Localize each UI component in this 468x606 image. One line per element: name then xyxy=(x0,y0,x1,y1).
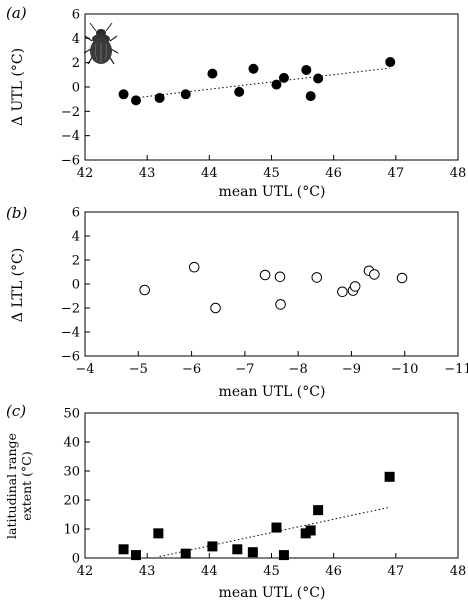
data-point xyxy=(118,89,129,100)
panel-c-ylabel-line2: extent (°C) xyxy=(19,451,34,520)
data-point xyxy=(247,547,258,558)
y-tick-label: 6 xyxy=(72,206,80,221)
data-point xyxy=(274,271,286,283)
y-tick-label: 4 xyxy=(72,32,80,47)
data-point xyxy=(385,57,396,68)
data-point xyxy=(180,548,191,559)
y-tick-label: 2 xyxy=(72,254,80,269)
data-point xyxy=(139,284,150,296)
x-tick-label: 46 xyxy=(325,564,342,579)
x-tick-label: −10 xyxy=(391,362,418,377)
x-tick-label: 42 xyxy=(77,166,94,181)
y-tick-label: 50 xyxy=(63,407,80,422)
x-tick-label: −11 xyxy=(444,362,468,377)
x-tick-label: −9 xyxy=(342,362,361,377)
y-tick-label: 0 xyxy=(72,552,80,567)
x-tick-label: 47 xyxy=(388,564,405,579)
panel-b-label: (b) xyxy=(6,204,27,222)
data-point xyxy=(349,281,361,292)
data-point xyxy=(207,541,218,552)
data-point xyxy=(259,269,271,281)
data-point xyxy=(278,550,289,561)
panel-a-label: (a) xyxy=(6,4,27,22)
y-tick-label: 6 xyxy=(72,8,80,23)
y-tick-label: 0 xyxy=(72,81,80,96)
y-tick-label: 40 xyxy=(63,436,80,451)
data-point xyxy=(154,92,165,103)
panel-a-ylabel: Δ UTL (°C) xyxy=(10,48,26,126)
panel-a-xlabel: mean UTL (°C) xyxy=(219,184,326,200)
panel-b: (b) Δ LTL (°C) mean UTL (°C) −4 −5 −6 −7 −8 −… xyxy=(6,204,468,400)
data-point xyxy=(313,505,324,516)
data-point xyxy=(384,471,395,482)
y-tick-label: 2 xyxy=(72,56,80,71)
data-point xyxy=(369,269,380,280)
y-tick-label: 30 xyxy=(63,465,80,480)
panel-c-ylabel-line1: latitudinal range xyxy=(4,433,19,539)
x-tick-label: 45 xyxy=(263,564,280,579)
data-point xyxy=(337,286,348,298)
x-tick-label: 44 xyxy=(201,166,218,181)
x-tick-label: 42 xyxy=(77,564,94,579)
trend-line xyxy=(159,506,390,558)
x-tick-label: 45 xyxy=(263,166,280,181)
y-tick-label: 10 xyxy=(63,523,80,538)
panel-a: (a) Δ UTL (°C) mean UTL (°C) 42 43 44 45 46 4… xyxy=(6,4,466,200)
panel-c-xlabel: mean UTL (°C) xyxy=(219,585,326,601)
y-tick-label: 4 xyxy=(72,230,80,245)
panel-c-frame xyxy=(84,412,459,559)
data-point xyxy=(275,299,286,310)
data-point xyxy=(271,79,282,90)
x-tick-label: 48 xyxy=(450,166,467,181)
data-point xyxy=(118,544,129,555)
panel-c: (c) latitudinal range extent (°C) mean U… xyxy=(4,402,466,601)
data-point xyxy=(271,522,282,533)
x-tick-label: 46 xyxy=(325,166,342,181)
x-tick-label: 43 xyxy=(139,564,156,579)
panel-c-label: (c) xyxy=(6,402,26,420)
panel-b-frame xyxy=(84,211,459,357)
data-point xyxy=(232,544,243,555)
beetle-icon xyxy=(83,22,119,65)
data-point xyxy=(313,73,324,84)
data-point xyxy=(210,302,221,314)
x-tick-label: −5 xyxy=(129,362,148,377)
data-point xyxy=(305,91,316,102)
x-tick-label: 48 xyxy=(450,564,467,579)
data-point xyxy=(207,68,218,79)
data-point xyxy=(278,72,289,83)
x-tick-label: 47 xyxy=(388,166,405,181)
data-point xyxy=(248,63,259,74)
data-point xyxy=(180,89,191,100)
panel-a-frame xyxy=(84,13,459,161)
x-tick-label: −6 xyxy=(182,362,201,377)
y-tick-label: −4 xyxy=(61,326,80,341)
x-tick-label: 44 xyxy=(201,564,218,579)
data-point xyxy=(301,64,312,75)
y-tick-label: −2 xyxy=(61,105,80,120)
x-tick-label: −7 xyxy=(235,362,254,377)
y-tick-label: −4 xyxy=(61,129,80,144)
data-point xyxy=(234,86,245,97)
panel-b-ylabel: Δ LTL (°C) xyxy=(10,248,26,322)
x-tick-label: −8 xyxy=(289,362,308,377)
y-tick-label: −2 xyxy=(61,302,80,317)
x-tick-label: 43 xyxy=(139,166,156,181)
data-point xyxy=(130,550,141,561)
trend-line xyxy=(134,67,390,99)
y-tick-label: 20 xyxy=(63,494,80,509)
data-point xyxy=(396,272,408,284)
data-point xyxy=(188,261,200,273)
data-point xyxy=(153,528,164,539)
y-tick-label: 0 xyxy=(72,278,80,293)
data-point xyxy=(305,525,316,536)
x-tick-label: −4 xyxy=(75,362,94,377)
panel-b-xlabel: mean UTL (°C) xyxy=(219,384,326,400)
y-tick-label: −6 xyxy=(61,154,80,169)
data-point xyxy=(130,95,141,106)
y-tick-label: −6 xyxy=(61,350,80,365)
data-point xyxy=(311,272,323,283)
